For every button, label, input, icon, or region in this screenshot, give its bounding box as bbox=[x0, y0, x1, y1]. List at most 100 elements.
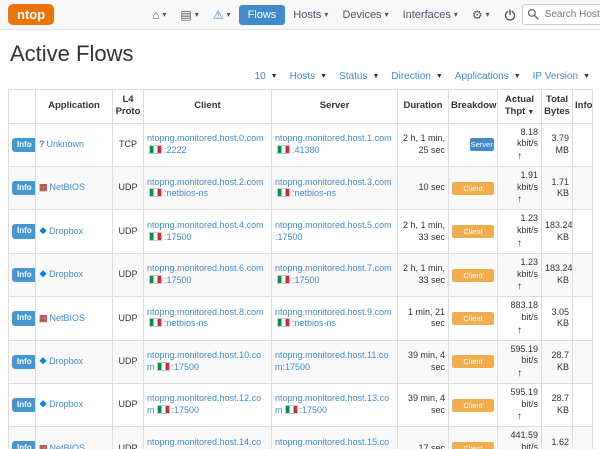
server-host-link[interactable]: ntopng.monitored.host.1.com bbox=[275, 133, 392, 144]
column-header[interactable]: Duration bbox=[397, 89, 449, 124]
info-button[interactable]: Info bbox=[12, 311, 35, 326]
info-button[interactable]: Info bbox=[12, 224, 35, 239]
duration-cell: 17 sec bbox=[397, 426, 449, 449]
client-host-link[interactable]: ntopng.monitored.host.10.com bbox=[147, 350, 262, 372]
column-header[interactable] bbox=[8, 89, 36, 124]
server-host-link[interactable]: ntopng.monitored.host.11.com bbox=[275, 350, 389, 372]
l4-proto-cell: UDP bbox=[112, 296, 144, 341]
server-host-link[interactable]: ntopng.monitored.host.9.com bbox=[275, 306, 392, 317]
settings-menu[interactable]: ⚙ ▾ bbox=[466, 5, 496, 25]
client-host-link[interactable]: ntopng.monitored.host.14.com bbox=[147, 436, 262, 449]
info-button[interactable]: Info bbox=[12, 137, 35, 153]
server-port-link[interactable]: :netbios-ns bbox=[292, 188, 337, 199]
column-header[interactable]: Total Bytes bbox=[541, 89, 573, 124]
actual-thpt-cell: 1.23 kbit/s ↑ bbox=[497, 209, 542, 254]
country-flag-icon bbox=[277, 188, 290, 198]
filter-dropdown-hosts[interactable]: Hosts ▼ bbox=[290, 71, 328, 82]
application-name: Dropbox bbox=[49, 399, 84, 410]
application-name: NetBIOS bbox=[49, 182, 86, 193]
client-port-link[interactable]: :17500 bbox=[171, 405, 200, 416]
client-host-link[interactable]: ntopng.monitored.host.2.com bbox=[147, 176, 264, 187]
column-header[interactable]: Server bbox=[271, 89, 398, 124]
client-cell: ntopng.monitored.host.12.com:17500 bbox=[143, 382, 272, 428]
filter-dropdown-applications[interactable]: Applications ▼ bbox=[455, 71, 521, 82]
client-port-link[interactable]: :2222 bbox=[164, 144, 187, 155]
server-port-link[interactable]: :41380 bbox=[292, 144, 320, 155]
server-port-link[interactable]: :17500 bbox=[282, 361, 311, 372]
server-host-link[interactable]: ntopng.monitored.host.3.com bbox=[275, 176, 392, 187]
column-header[interactable]: Client bbox=[143, 89, 272, 124]
client-port-link[interactable]: :netbios-ns bbox=[164, 188, 209, 199]
column-header[interactable]: Actual Thpt ▼ bbox=[497, 89, 542, 124]
breakdown-segment-none bbox=[452, 138, 470, 151]
flow-info-cell bbox=[572, 382, 593, 428]
client-cell: ntopng.monitored.host.4.com:17500 bbox=[143, 209, 272, 254]
client-cell: ntopng.monitored.host.14.com:netbios-ns bbox=[143, 426, 272, 449]
application-link[interactable]: ▦ NetBIOS bbox=[39, 443, 85, 449]
client-host-link[interactable]: ntopng.monitored.host.0.com bbox=[147, 133, 264, 144]
info-cell: Info bbox=[8, 339, 36, 384]
search-icon bbox=[527, 8, 539, 20]
country-flag-icon bbox=[156, 361, 170, 371]
alerts-menu[interactable]: ⚠ ▾ bbox=[207, 5, 237, 25]
application-link[interactable]: ? Unknown bbox=[39, 139, 84, 149]
server-host-link[interactable]: ntopng.monitored.host.7.com bbox=[275, 263, 392, 274]
flows-nav-button[interactable]: Flows bbox=[238, 4, 286, 25]
filter-dropdown-status[interactable]: Status ▼ bbox=[339, 71, 379, 82]
duration-cell: 39 min, 4 sec bbox=[397, 382, 449, 428]
info-button[interactable]: Info bbox=[12, 267, 35, 283]
navbar: ntop ⌂ ▾ ▤ ▾ ⚠ ▾ Flows Hosts ▾ Devices ▾ bbox=[0, 0, 600, 30]
filter-dropdown-ip-version[interactable]: IP Version ▼ bbox=[533, 71, 590, 82]
column-header-label: Info bbox=[575, 100, 593, 112]
application-link[interactable]: ▦ NetBIOS bbox=[39, 313, 85, 323]
home-menu[interactable]: ⌂ ▾ bbox=[146, 5, 172, 25]
hosts-menu[interactable]: Hosts ▾ bbox=[287, 5, 334, 25]
client-port-link[interactable]: :17500 bbox=[171, 361, 200, 372]
country-flag-icon bbox=[149, 144, 162, 154]
client-cell: ntopng.monitored.host.10.com:17500 bbox=[143, 339, 272, 384]
server-port-link[interactable]: :netbios-ns bbox=[292, 318, 337, 329]
l4-proto-cell: UDP bbox=[112, 426, 144, 449]
client-host-link[interactable]: ntopng.monitored.host.4.com bbox=[147, 219, 264, 230]
server-host-link[interactable]: ntopng.monitored.host.5.com bbox=[275, 219, 392, 230]
interfaces-menu[interactable]: Interfaces ▾ bbox=[397, 5, 464, 25]
client-host-link[interactable]: ntopng.monitored.host.6.com bbox=[147, 263, 264, 274]
application-link[interactable]: ❖ Dropbox bbox=[39, 269, 83, 279]
logout-button[interactable] bbox=[498, 5, 522, 25]
application-link[interactable]: ▦ NetBIOS bbox=[39, 182, 85, 192]
client-port-link[interactable]: :17500 bbox=[164, 231, 192, 242]
info-button[interactable]: Info bbox=[12, 441, 35, 449]
breakdown-cell: Server bbox=[448, 122, 498, 168]
dashboard-menu[interactable]: ▤ ▾ bbox=[174, 5, 204, 25]
info-button[interactable]: Info bbox=[12, 397, 35, 413]
server-port-link[interactable]: :17500 bbox=[275, 231, 303, 242]
info-button[interactable]: Info bbox=[12, 354, 35, 369]
application-link[interactable]: ❖ Dropbox bbox=[39, 356, 83, 366]
column-header[interactable]: Info bbox=[572, 89, 593, 124]
ntop-logo[interactable]: ntop bbox=[8, 4, 55, 25]
filter-dropdown-10[interactable]: 10 ▼ bbox=[255, 71, 278, 82]
info-button[interactable]: Info bbox=[12, 181, 35, 196]
client-host-link[interactable]: ntopng.monitored.host.8.com bbox=[147, 306, 264, 317]
server-port-link[interactable]: :17500 bbox=[299, 405, 328, 416]
server-port-link[interactable]: :17500 bbox=[292, 275, 320, 285]
filter-dropdown-direction[interactable]: Direction ▼ bbox=[391, 71, 442, 82]
application-cell: ❖ Dropbox bbox=[35, 339, 113, 384]
column-header[interactable]: Application bbox=[35, 89, 113, 124]
breakdown-cell: Client bbox=[448, 166, 498, 211]
server-host-link[interactable]: ntopng.monitored.host.13.com bbox=[275, 393, 390, 416]
client-port-link[interactable]: :netbios-ns bbox=[164, 318, 209, 329]
column-header[interactable]: Breakdown bbox=[448, 89, 498, 124]
server-host-link[interactable]: ntopng.monitored.host.15.com bbox=[275, 436, 390, 449]
server-cell: ntopng.monitored.host.5.com:17500 bbox=[271, 209, 398, 254]
application-link[interactable]: ❖ Dropbox bbox=[39, 399, 83, 409]
devices-menu[interactable]: Devices ▾ bbox=[336, 5, 394, 25]
throughput-value: 1.23 kbit/s bbox=[516, 213, 538, 236]
client-port-link[interactable]: :17500 bbox=[164, 275, 192, 285]
home-icon: ⌂ bbox=[152, 7, 160, 22]
client-host-link[interactable]: ntopng.monitored.host.12.com bbox=[147, 393, 262, 416]
filter-label: 10 bbox=[254, 71, 266, 82]
application-link[interactable]: ❖ Dropbox bbox=[39, 226, 83, 236]
search-input[interactable] bbox=[521, 4, 600, 25]
column-header[interactable]: L4 Proto bbox=[112, 89, 144, 124]
